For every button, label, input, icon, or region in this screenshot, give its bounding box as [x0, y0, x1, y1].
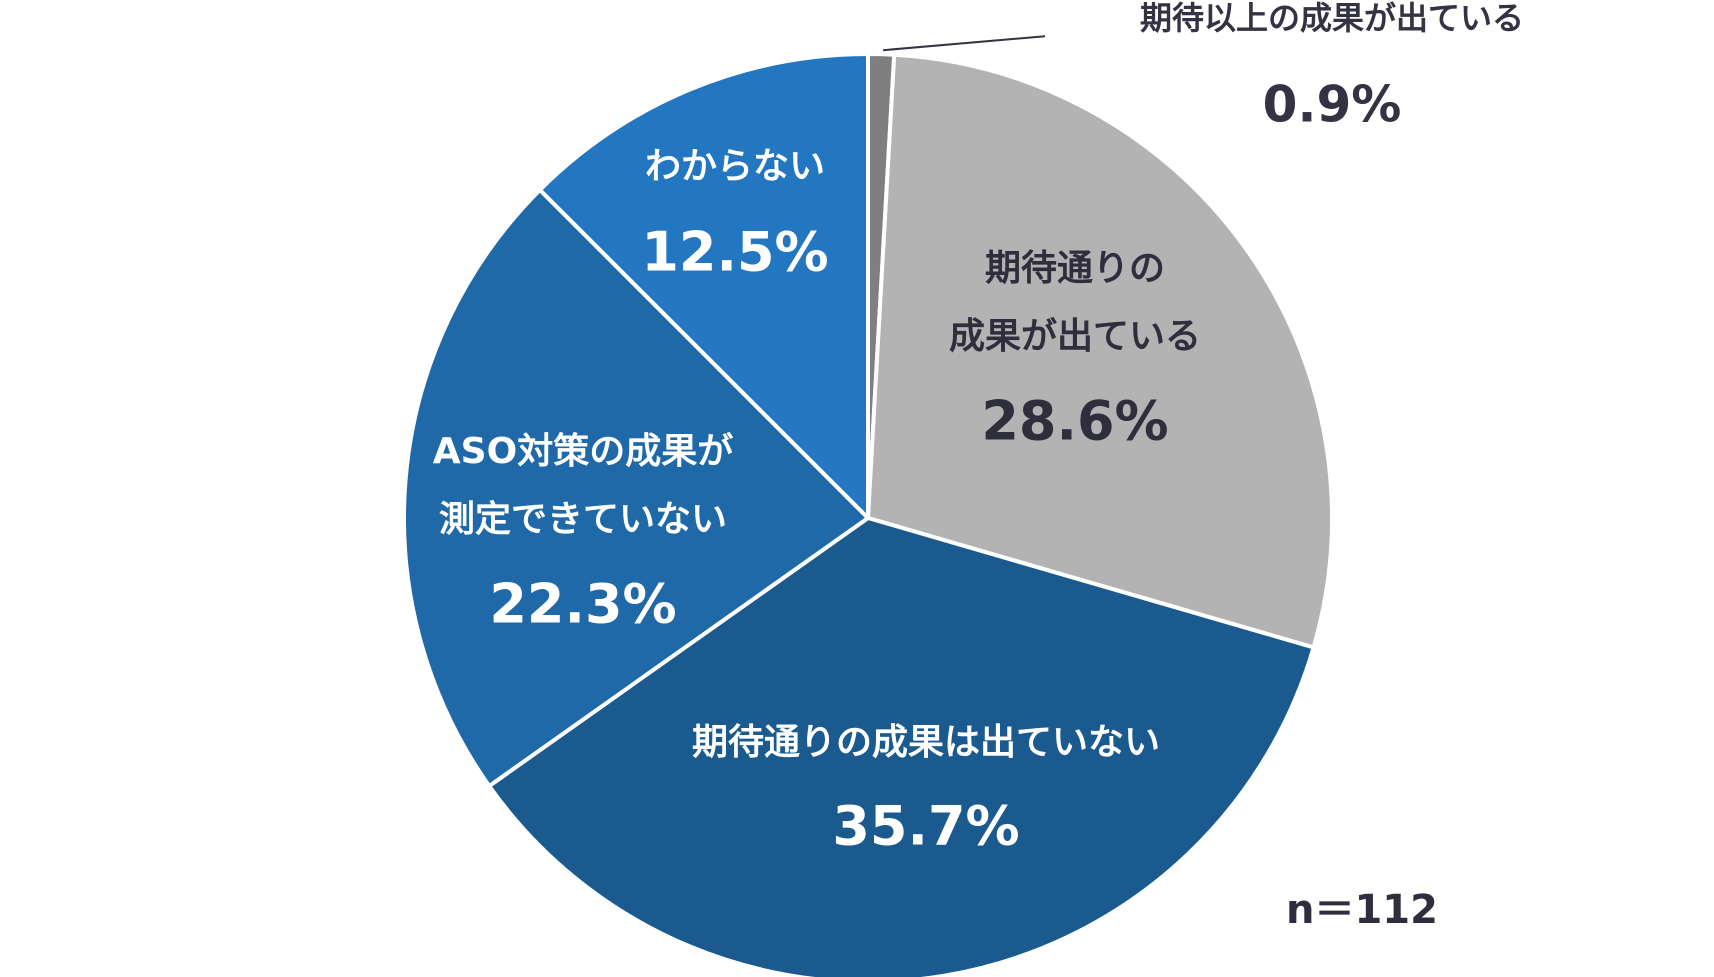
slice-percent-label: 12.5% — [641, 221, 828, 284]
pie-slice-3 — [487, 516, 1316, 977]
slice-category-label: 期待通りの成果は出ていない — [692, 722, 1160, 763]
slice-label-3: 期待通りの成果は出ていない 35.7% — [692, 722, 1160, 858]
slice-percent-label: 0.9% — [1263, 76, 1402, 134]
slice-percent-label: 35.7% — [832, 795, 1019, 858]
slice-category-label: 期待通りの — [985, 248, 1165, 289]
pie-slice-5 — [537, 52, 870, 520]
pie-slice-4 — [402, 187, 870, 788]
slice-percent-label: 28.6% — [981, 390, 1168, 453]
slice-category-label: 期待以上の成果が出ている — [1140, 0, 1524, 37]
sample-size-note: n＝112 — [1286, 887, 1438, 933]
slice-category-label: 測定できていない — [439, 499, 727, 540]
slice-category-label: 成果が出ている — [949, 316, 1201, 357]
slice-category-label: ASO対策の成果が — [433, 431, 733, 472]
pie-slice-2 — [866, 52, 1334, 650]
slice-label-5: わからない 12.5% — [641, 146, 828, 284]
pie-slices — [402, 51, 1334, 977]
slice-label-1: 期待以上の成果が出ている 0.9% — [1140, 0, 1524, 134]
leader-line — [883, 35, 1046, 52]
slice-category-label: わからない — [645, 146, 825, 187]
slice-percent-label: 22.3% — [489, 573, 676, 636]
